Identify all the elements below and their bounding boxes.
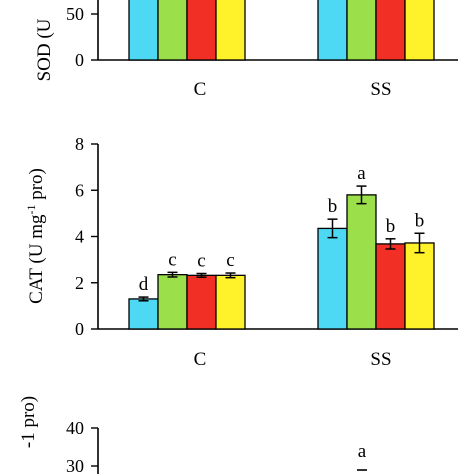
cat-y-label-superscript: -1 xyxy=(24,205,38,215)
cat-bar xyxy=(128,298,159,330)
sod-category-ss: SS xyxy=(370,79,391,100)
cat-bar xyxy=(346,194,377,330)
cat-y-tick-label: 0 xyxy=(75,319,84,339)
sod-bar xyxy=(186,0,217,61)
sod-bar xyxy=(375,0,406,61)
sod-bar xyxy=(215,0,246,61)
sod-bar xyxy=(346,0,377,61)
cat-bar xyxy=(157,274,188,330)
cat-bar xyxy=(404,242,435,330)
sod-y-label: SOD (U xyxy=(34,18,55,81)
cat-panel: CAT (U mg-1 pro) 0 2 4 6 8 d b c a c b c b C SS xyxy=(24,134,458,370)
sod-bar xyxy=(128,0,159,61)
cat-significance-letter: a xyxy=(357,163,366,184)
cat-significance-letter: c xyxy=(168,249,176,270)
cat-significance-letter: d xyxy=(139,274,149,295)
sod-y-tick-label: 0 xyxy=(75,50,84,70)
third-significance-letter: a xyxy=(358,441,367,462)
sod-bar xyxy=(157,0,188,61)
third-y-label: -1 pro) xyxy=(18,396,39,448)
cat-bar xyxy=(186,274,217,330)
cat-bar xyxy=(317,227,348,330)
cat-significance-letter: c xyxy=(226,250,234,271)
third-panel: -1 pro) 30 40 a xyxy=(18,396,367,474)
cat-significance-letter: b xyxy=(386,216,396,237)
sod-bar xyxy=(404,0,435,61)
cat-y-label-tail: pro) xyxy=(26,168,47,204)
third-y-tick-label: 40 xyxy=(66,418,84,438)
cat-significance-letter: b xyxy=(415,210,425,231)
sod-category-c: C xyxy=(194,79,207,100)
cat-y-label-main: CAT (U mg xyxy=(26,214,47,304)
cat-y-tick-label: 6 xyxy=(75,180,84,200)
sod-bar xyxy=(317,0,348,61)
cat-bar xyxy=(375,243,406,330)
sod-panel: SOD (U 0 50 C SS xyxy=(34,0,458,100)
cat-y-tick-label: 4 xyxy=(75,227,84,247)
cat-significance-letter: c xyxy=(197,251,205,272)
cat-y-tick-label: 2 xyxy=(75,273,84,293)
cat-y-tick-label: 8 xyxy=(75,134,84,154)
cat-bar xyxy=(215,274,246,330)
cat-category-c: C xyxy=(194,349,207,370)
sod-y-tick-label: 50 xyxy=(66,4,84,24)
cat-y-label: CAT (U mg-1 pro) xyxy=(24,168,47,304)
cat-significance-letter: b xyxy=(328,196,338,217)
third-y-tick-label: 30 xyxy=(66,456,84,474)
cat-category-ss: SS xyxy=(370,349,391,370)
